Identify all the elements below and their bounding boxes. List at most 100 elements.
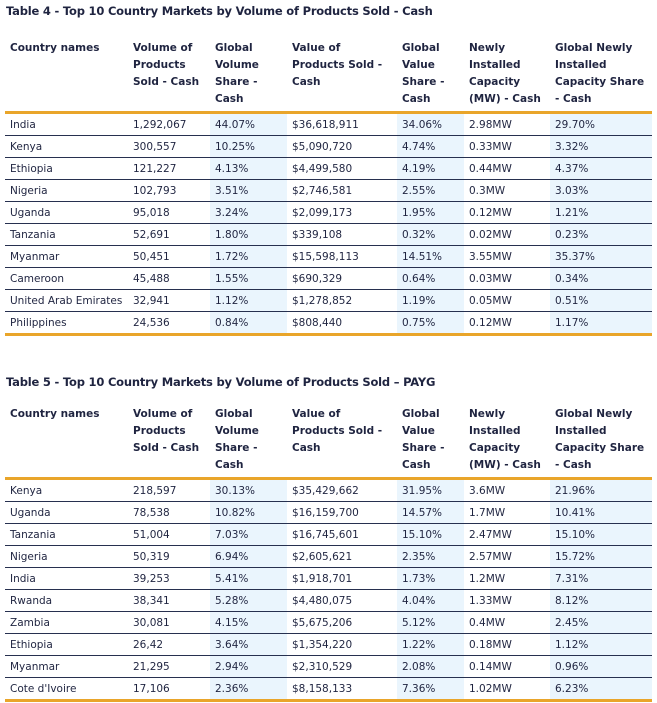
cell-value-share: 1.22% (397, 633, 464, 656)
cell-country: Tanzania (5, 223, 128, 246)
cell-value: $1,918,701 (287, 567, 397, 590)
cell-country: Cote d'Ivoire (5, 677, 128, 702)
cell-volume: 45,488 (128, 267, 210, 290)
cell-value: $36,618,911 (287, 112, 397, 136)
cell-country: Ethiopia (5, 633, 128, 656)
cell-value: $1,278,852 (287, 289, 397, 312)
cell-capacity: 3.6MW (464, 478, 550, 502)
cell-country: Rwanda (5, 589, 128, 612)
table-row: Ethiopia 121,227 4.13% $4,499,580 4.19% 0.44M… (5, 157, 652, 180)
cell-volume: 102,793 (128, 179, 210, 202)
column-header-value-share: Global Value Share - Cash (397, 38, 464, 114)
cell-volume: 30,081 (128, 611, 210, 634)
cell-value: $16,745,601 (287, 523, 397, 546)
table-row: Myanmar 50,451 1.72% $15,598,113 14.51% 3.55M… (5, 245, 652, 268)
column-header-volume: Volume of Products Sold - Cash (128, 404, 210, 480)
table-row: India 39,253 5.41% $1,918,701 1.73% 1.2MW 7.31… (5, 567, 652, 590)
cell-volume-share: 44.07% (210, 112, 287, 136)
cell-capacity-share: 1.21% (550, 201, 652, 224)
cell-volume-share: 6.94% (210, 545, 287, 568)
cell-country: Philippines (5, 311, 128, 336)
cell-volume: 121,227 (128, 157, 210, 180)
column-header-capacity-share: Global Newly Installed Capacity Share - … (550, 404, 652, 480)
header-row: Country names Volume of Products Sold - C… (5, 404, 652, 480)
cell-volume-share: 1.12% (210, 289, 287, 312)
cell-capacity-share: 1.12% (550, 633, 652, 656)
column-header-value: Value of Products Sold - Cash (287, 38, 397, 114)
cell-country: Kenya (5, 478, 128, 502)
cell-volume: 17,106 (128, 677, 210, 702)
cell-value: $4,480,075 (287, 589, 397, 612)
cell-value-share: 14.57% (397, 501, 464, 524)
cell-volume-share: 5.41% (210, 567, 287, 590)
cell-country: United Arab Emirates (5, 289, 128, 312)
column-header-country: Country names (5, 38, 128, 114)
cell-capacity: 0.44MW (464, 157, 550, 180)
cell-volume-share: 5.28% (210, 589, 287, 612)
cell-value-share: 14.51% (397, 245, 464, 268)
table-row: Rwanda 38,341 5.28% $4,480,075 4.04% 1.33MW 8.… (5, 589, 652, 612)
cell-capacity: 0.12MW (464, 311, 550, 336)
cell-value: $808,440 (287, 311, 397, 336)
cell-value-share: 2.35% (397, 545, 464, 568)
column-header-value: Value of Products Sold - Cash (287, 404, 397, 480)
cell-country: Myanmar (5, 655, 128, 678)
column-header-value-share: Global Value Share - Cash (397, 404, 464, 480)
cell-capacity-share: 1.17% (550, 311, 652, 336)
table-row: Myanmar 21,295 2.94% $2,310,529 2.08% 0.14MW 0… (5, 655, 652, 678)
cell-value-share: 0.75% (397, 311, 464, 336)
table-row: India 1,292,067 44.07% $36,618,911 34.06% 2.9… (5, 112, 652, 136)
cell-capacity: 2.57MW (464, 545, 550, 568)
cell-country: India (5, 567, 128, 590)
cell-volume: 38,341 (128, 589, 210, 612)
cell-country: Nigeria (5, 545, 128, 568)
cell-capacity-share: 0.34% (550, 267, 652, 290)
column-header-volume: Volume of Products Sold - Cash (128, 38, 210, 114)
cell-value: $15,598,113 (287, 245, 397, 268)
cell-country: Uganda (5, 501, 128, 524)
cell-capacity: 1.7MW (464, 501, 550, 524)
table-row: Kenya 300,557 10.25% $5,090,720 4.74% 0.33MW 3… (5, 135, 652, 158)
cell-volume: 39,253 (128, 567, 210, 590)
table-row: Philippines 24,536 0.84% $808,440 0.75% 0.12M… (5, 311, 652, 336)
cell-value-share: 7.36% (397, 677, 464, 702)
table-row: Tanzania 52,691 1.80% $339,108 0.32% 0.02MW 0.… (5, 223, 652, 246)
cell-capacity-share: 0.51% (550, 289, 652, 312)
cell-capacity: 0.02MW (464, 223, 550, 246)
table-row: Zambia 30,081 4.15% $5,675,206 5.12% 0.4MW 2.4… (5, 611, 652, 634)
cell-value: $4,499,580 (287, 157, 397, 180)
cell-volume-share: 4.15% (210, 611, 287, 634)
header-row: Country names Volume of Products Sold - C… (5, 38, 652, 114)
cell-value: $339,108 (287, 223, 397, 246)
cell-volume-share: 30.13% (210, 478, 287, 502)
cell-volume-share: 3.51% (210, 179, 287, 202)
cell-volume-share: 10.82% (210, 501, 287, 524)
cell-capacity: 0.14MW (464, 655, 550, 678)
cell-value-share: 4.74% (397, 135, 464, 158)
cell-value: $2,310,529 (287, 655, 397, 678)
cell-capacity: 2.98MW (464, 112, 550, 136)
cell-volume: 218,597 (128, 478, 210, 502)
cell-volume: 1,292,067 (128, 112, 210, 136)
column-header-capacity: Newly Installed Capacity (MW) - Cash (464, 404, 550, 480)
cell-capacity-share: 0.23% (550, 223, 652, 246)
table-row: Tanzania 51,004 7.03% $16,745,601 15.10% 2.47… (5, 523, 652, 546)
cell-capacity-share: 3.03% (550, 179, 652, 202)
column-header-volume-share: Global Volume Share - Cash (210, 404, 287, 480)
cell-capacity-share: 2.45% (550, 611, 652, 634)
table-row: United Arab Emirates 32,941 1.12% $1,278,85… (5, 289, 652, 312)
cell-value-share: 2.08% (397, 655, 464, 678)
cell-volume: 32,941 (128, 289, 210, 312)
table-row: Cote d'Ivoire 17,106 2.36% $8,158,133 7.36% 1… (5, 677, 652, 702)
cell-capacity: 0.12MW (464, 201, 550, 224)
cell-volume: 24,536 (128, 311, 210, 336)
cell-country: Kenya (5, 135, 128, 158)
cell-capacity: 1.2MW (464, 567, 550, 590)
cell-country: Cameroon (5, 267, 128, 290)
cell-value-share: 15.10% (397, 523, 464, 546)
cell-volume-share: 2.36% (210, 677, 287, 702)
cell-capacity: 0.33MW (464, 135, 550, 158)
cell-country: Tanzania (5, 523, 128, 546)
table-5-payg: Country names Volume of Products Sold - C… (5, 404, 652, 702)
cell-volume-share: 1.72% (210, 245, 287, 268)
